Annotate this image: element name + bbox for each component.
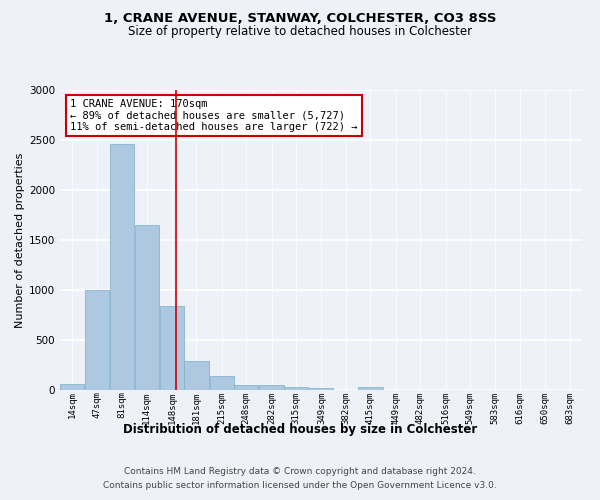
Bar [160,306,184,390]
Y-axis label: Number of detached properties: Number of detached properties [15,152,25,328]
Bar [259,384,284,390]
Bar [234,384,259,390]
Text: Contains HM Land Registry data © Crown copyright and database right 2024.: Contains HM Land Registry data © Crown c… [124,468,476,476]
Bar [358,387,383,390]
Bar [110,144,134,390]
Bar [209,376,234,390]
Bar [85,290,109,390]
Bar [184,360,209,390]
Text: Distribution of detached houses by size in Colchester: Distribution of detached houses by size … [123,422,477,436]
Text: Size of property relative to detached houses in Colchester: Size of property relative to detached ho… [128,25,472,38]
Text: 1 CRANE AVENUE: 170sqm
← 89% of detached houses are smaller (5,727)
11% of semi-: 1 CRANE AVENUE: 170sqm ← 89% of detached… [70,99,358,132]
Text: Contains public sector information licensed under the Open Government Licence v3: Contains public sector information licen… [103,481,497,490]
Bar [309,388,334,390]
Bar [284,387,308,390]
Bar [60,384,85,390]
Text: 1, CRANE AVENUE, STANWAY, COLCHESTER, CO3 8SS: 1, CRANE AVENUE, STANWAY, COLCHESTER, CO… [104,12,496,26]
Bar [134,225,159,390]
